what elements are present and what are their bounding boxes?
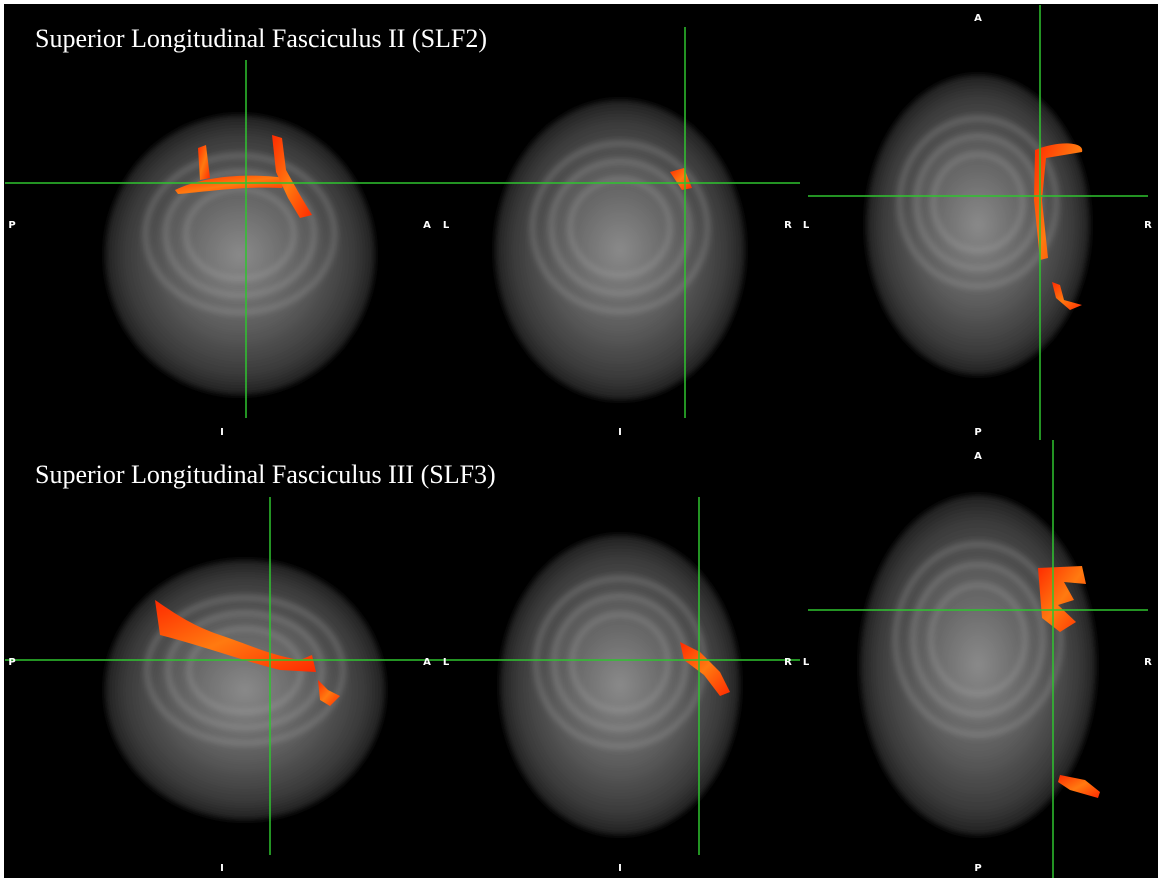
orientation-label: I xyxy=(220,427,224,438)
orientation-label: P xyxy=(8,657,15,668)
orientation-label: L xyxy=(803,657,810,668)
orientation-label: A xyxy=(974,13,982,24)
panel-title: Superior Longitudinal Fasciculus III (SL… xyxy=(35,460,496,489)
orientation-label: P xyxy=(8,220,15,231)
orientation-label: I xyxy=(220,863,224,874)
orientation-label: A xyxy=(423,220,431,231)
orientation-label: L xyxy=(443,657,450,668)
orientation-label: P xyxy=(974,863,981,874)
orientation-label: R xyxy=(784,657,792,668)
orientation-label: R xyxy=(784,220,792,231)
orientation-label: A xyxy=(974,451,982,462)
orientation-label: I xyxy=(618,863,622,874)
orientation-label: L xyxy=(803,220,810,231)
panel-title: Superior Longitudinal Fasciculus II (SLF… xyxy=(35,24,487,53)
orientation-label: I xyxy=(618,427,622,438)
orientation-label: L xyxy=(443,220,450,231)
figure: Superior Longitudinal Fasciculus II (SLF… xyxy=(0,0,1158,878)
orientation-label: A xyxy=(423,657,431,668)
orientation-label: R xyxy=(1144,220,1152,231)
orientation-label: R xyxy=(1144,657,1152,668)
orientation-label: P xyxy=(974,427,981,438)
